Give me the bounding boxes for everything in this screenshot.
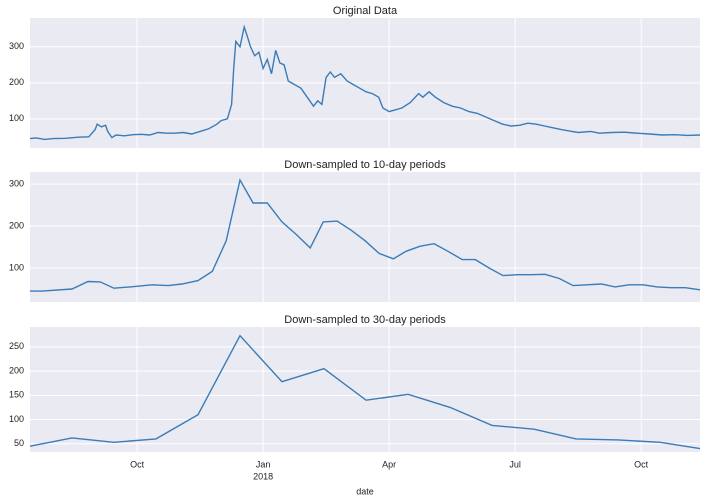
x-tick-label: Jan (256, 459, 271, 469)
x-tick-label: Oct (634, 459, 649, 469)
y-tick-label: 200 (9, 77, 24, 87)
x-axis-label: date (356, 486, 374, 496)
panel-title: Down-sampled to 10-day periods (284, 159, 446, 171)
plot-area (30, 327, 700, 452)
y-tick-label: 150 (9, 390, 24, 400)
x-tick-label: Oct (130, 459, 145, 469)
y-tick-label: 100 (9, 262, 24, 272)
panel-title: Original Data (333, 5, 398, 17)
x-tick-sublabel: 2018 (253, 471, 273, 481)
y-tick-label: 50 (14, 438, 24, 448)
data-line (29, 334, 701, 450)
x-tick-label: Apr (382, 459, 396, 469)
x-tick-label: Jul (509, 459, 521, 469)
y-tick-label: 300 (9, 41, 24, 51)
y-tick-label: 200 (9, 365, 24, 375)
y-tick-label: 100 (9, 113, 24, 123)
y-tick-label: 100 (9, 414, 24, 424)
y-tick-label: 200 (9, 220, 24, 230)
plot-area (30, 172, 700, 302)
y-tick-label: 300 (9, 179, 24, 189)
y-tick-label: 250 (9, 341, 24, 351)
data-line (29, 24, 701, 141)
data-line (30, 178, 701, 292)
panel-title: Down-sampled to 30-day periods (284, 314, 446, 326)
